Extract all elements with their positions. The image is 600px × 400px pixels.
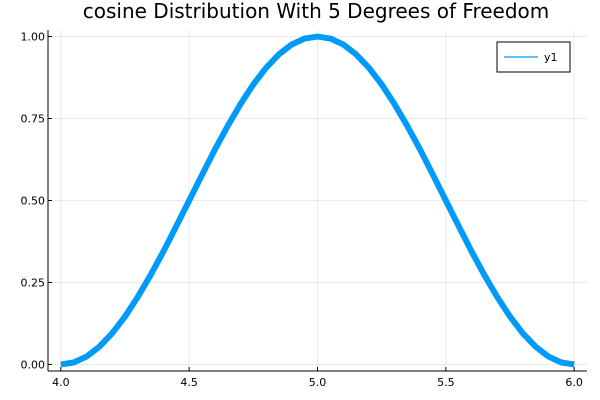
y-tick-label: 0.25	[21, 276, 46, 289]
y-tick-label: 0.00	[21, 358, 46, 371]
series-line	[60, 33, 575, 368]
chart-title: cosine Distribution With 5 Degrees of Fr…	[83, 0, 550, 23]
x-tick-label: 5.0	[309, 376, 327, 389]
series-layer	[60, 33, 575, 368]
axis-layer: 4.0 4.5 5.0 5.5 6.0 0.00 0.25 0.50 0.75 1.00	[21, 30, 587, 389]
x-tick-label: 6.0	[565, 376, 583, 389]
y-tick-label: 0.50	[21, 195, 46, 208]
grid-layer	[48, 30, 587, 371]
x-tick-label: 4.0	[52, 376, 70, 389]
x-tick-label: 4.5	[180, 376, 198, 389]
legend-label: y1	[544, 51, 558, 64]
y-tick-label: 0.75	[21, 113, 46, 126]
x-tick-label: 5.5	[437, 376, 455, 389]
y-tick-label: 1.00	[21, 31, 46, 44]
legend: y1	[496, 41, 571, 73]
